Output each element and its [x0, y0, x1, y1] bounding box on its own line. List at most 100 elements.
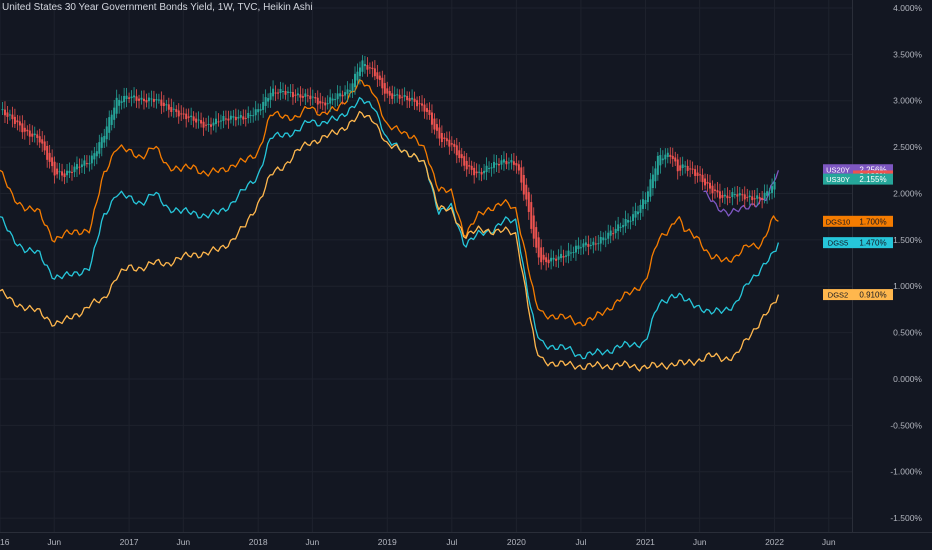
candle-body: [624, 219, 627, 227]
candle-body: [515, 163, 518, 166]
candle-body: [319, 101, 322, 104]
candle-body: [418, 103, 421, 105]
candle-body: [217, 121, 220, 123]
candle-body: [423, 104, 426, 112]
candle-body: [510, 160, 513, 163]
candle-body: [38, 136, 41, 143]
candle-body: [11, 114, 14, 120]
candle-body: [761, 197, 764, 200]
candle-body: [771, 186, 774, 193]
candle-body: [545, 257, 548, 263]
candle-body: [324, 102, 327, 106]
candle-body: [577, 245, 580, 250]
price-label-name-bg: [823, 173, 853, 185]
candle-body: [527, 192, 530, 212]
candle-body: [453, 143, 456, 147]
candle-body: [751, 196, 754, 201]
candle-body: [254, 109, 257, 116]
candle-body: [90, 155, 93, 164]
candle-body: [597, 243, 600, 245]
candle-body: [138, 98, 141, 101]
candle-body: [522, 174, 525, 195]
candle-body: [277, 92, 280, 94]
candle-body: [51, 157, 54, 167]
candle-body: [341, 94, 344, 97]
candle-body: [629, 220, 632, 222]
price-label-us20y: US20Y 2.256%: [823, 164, 893, 176]
candle-body: [46, 145, 49, 160]
candle-body: [532, 215, 535, 239]
candle-body: [314, 96, 317, 99]
candle-body: [264, 97, 267, 106]
candle-body: [753, 198, 756, 200]
candle-body: [16, 120, 19, 123]
candle-body: [147, 97, 150, 102]
candle-body: [497, 164, 500, 166]
candle-body: [465, 160, 468, 170]
candle-body: [155, 99, 158, 101]
candle-body: [88, 163, 91, 165]
candle-body: [192, 116, 195, 121]
candle-body: [741, 194, 744, 196]
candle-body: [646, 191, 649, 203]
candle-body: [473, 167, 476, 176]
candle-body: [56, 168, 59, 175]
candle-body: [371, 67, 374, 70]
candle-body: [562, 256, 565, 258]
candle-body: [569, 252, 572, 254]
candle-body: [381, 77, 384, 89]
candle-body: [105, 126, 108, 140]
x-tick-label: 2018: [249, 537, 268, 547]
candle-body: [135, 96, 138, 101]
candle-body: [525, 184, 528, 200]
candle-body: [689, 168, 692, 170]
candle-body: [294, 94, 297, 96]
candle-body: [100, 137, 103, 148]
candle-body: [607, 232, 610, 239]
candle-body: [639, 204, 642, 213]
candle-body: [696, 172, 699, 176]
x-axis[interactable]: 2016 Jun 2017 Jun 2018 Jun 2019 Jul 2020 Jul 2021 J…: [0, 532, 932, 548]
price-label-dgs10: DGS10 1.700%: [823, 215, 893, 227]
candle-body: [378, 75, 381, 80]
y-axis[interactable]: 4.000% 3.500% 3.000% 2.500% 2.000% 1.500% 1.00…: [852, 0, 923, 532]
candle-body: [726, 195, 729, 199]
series-line-dgs2: [0, 110, 780, 372]
candle-body: [396, 94, 399, 96]
candle-body: [502, 159, 505, 163]
candle-body: [485, 165, 488, 173]
candle-body: [391, 93, 394, 99]
candle-body: [592, 241, 595, 246]
candle-body: [411, 97, 414, 100]
candle-body: [701, 174, 704, 183]
candle-body: [450, 143, 453, 145]
price-label-name: US30Y: [826, 175, 850, 184]
candle-body: [540, 247, 543, 263]
candle-body: [190, 115, 193, 118]
price-label-name: US20Y: [826, 166, 850, 175]
candle-body: [440, 132, 443, 143]
candle-body: [681, 164, 684, 169]
x-tick-label: Jul: [575, 537, 586, 547]
series-layer: [0, 55, 780, 372]
candle-body: [329, 97, 332, 104]
candle-body: [110, 114, 113, 125]
x-tick-label: 2020: [507, 537, 526, 547]
candle-body: [483, 170, 486, 174]
candle-body: [448, 139, 451, 147]
candle-body: [272, 88, 275, 97]
candle-body: [13, 116, 16, 124]
candle-body: [48, 152, 51, 162]
price-label-value: 1.470%: [859, 239, 886, 248]
candle-body: [386, 88, 389, 94]
candle-body: [408, 98, 411, 102]
candle-body: [470, 165, 473, 170]
candle-body: [587, 243, 590, 247]
candle-body: [152, 98, 155, 102]
candle-body: [187, 116, 190, 118]
candle-body: [185, 113, 188, 120]
candle-body: [23, 127, 26, 132]
candle-body: [68, 170, 71, 174]
